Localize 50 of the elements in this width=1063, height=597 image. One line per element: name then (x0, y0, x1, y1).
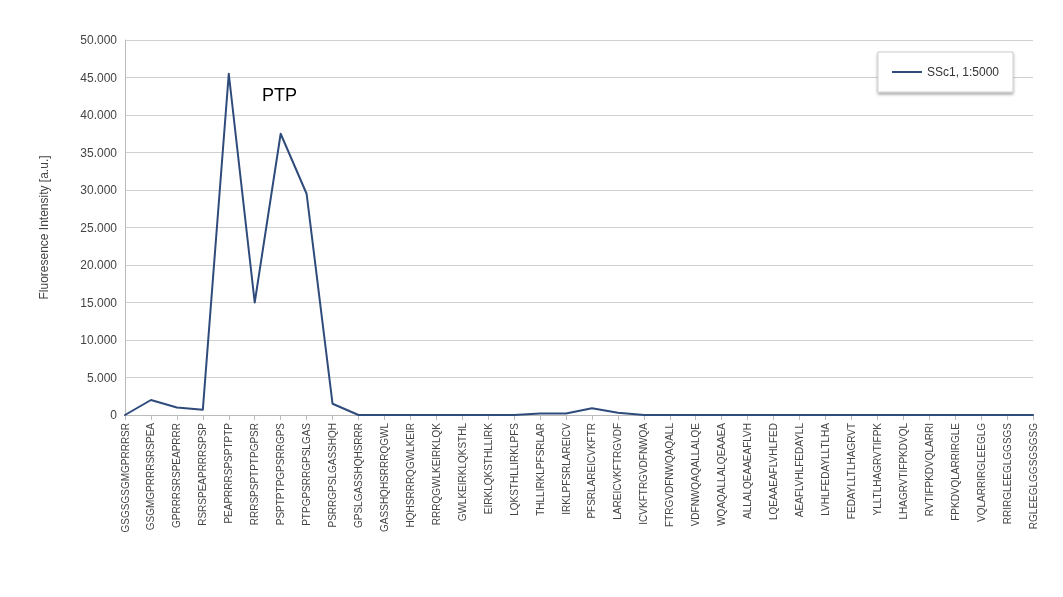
y-tick-label: 0 (110, 408, 118, 422)
y-tick-label: 30.000 (80, 183, 118, 197)
x-tick-label: PEAPRRRSPSPTPTP (223, 422, 235, 524)
y-tick-label: 40.000 (80, 108, 118, 122)
x-tick-label: ICVKFTRGVDFNWQA (638, 422, 650, 525)
y-tick-label: 35.000 (80, 145, 118, 160)
x-tick-label: LAREICVKFTRGVDF (612, 423, 624, 520)
x-tick-label: RRIRGLEEGLGGSGS (1001, 422, 1013, 525)
x-tick-label: GPSLGASSHQHSRRR (352, 423, 364, 529)
x-tick-label: RRRQGWLKEIRKLQK (430, 422, 442, 526)
x-tick-label: GSGMGPRRRSRSPEA (145, 422, 157, 531)
x-tick-label: FPKDVQLARRIRGLE (949, 422, 961, 521)
x-tick-label: VDFNWQAQALLALQE (690, 422, 702, 527)
x-tick-label: FEDAYLLTLHAGRVT (845, 423, 857, 520)
annotation: PTP (262, 85, 298, 105)
x-tick-label: YLLTLHAGRVTIFPK (871, 422, 883, 516)
x-tick-label: PSPTPTPGPSRRGPS (275, 422, 287, 526)
y-tick-label: 25.000 (80, 220, 118, 235)
y-axis-title: Fluoresence Intensity [a.u.] (37, 155, 51, 300)
x-tick-label: PFSRLAREICVKFTR (586, 423, 598, 519)
x-tick-label: FTRGVDFNWQAQALL (664, 422, 676, 527)
x-tick-label: VQLARRIRGLEEGLG (975, 422, 987, 522)
x-tick-label: PTPGPSRRGPSLGAS (301, 422, 313, 526)
legend-label: SSc1, 1:5000 (926, 65, 1000, 79)
x-tick-label: GSGSGSGMGPRRRSR (119, 423, 131, 533)
x-tick-label: THLLIRKLPFSRLAR (534, 423, 546, 516)
x-tick-label: RVTIFPKDVQLARRI (923, 423, 935, 517)
x-tick-label: AEAFLVHLFEDAYLL (794, 422, 806, 518)
x-tick-label: PSRRGPSLGASSHQH (327, 423, 339, 528)
y-tick-label: 45.000 (80, 70, 118, 85)
x-tick-label: LVHLFEDAYLLTLHA (819, 422, 831, 516)
x-tick-label: HQHSRRRQGWLKEIR (404, 423, 416, 528)
y-tick-label: 15.000 (80, 295, 118, 310)
x-tick-label: GASSHQHSRRRQGWL (378, 422, 390, 532)
x-tick-label: LHAGRVTIFPKDVQL (897, 422, 909, 520)
x-tick-label: GPRRRSRSPEAPRRR (171, 423, 183, 529)
y-tick-label: 50.000 (80, 33, 118, 47)
y-tick-label: 10.000 (80, 333, 118, 347)
x-tick-label: ALLALQEAAEAFLVH (742, 423, 754, 519)
x-tick-label: WQAQALLALQEAAEA (716, 422, 728, 526)
x-tick-label: IRKLPFSRLAREICV (560, 422, 572, 515)
x-tick-label: EIRKLQKSTHLLIRK (482, 422, 494, 515)
y-tick-label: 5.000 (86, 370, 118, 385)
y-tick-label: 20.000 (80, 258, 118, 272)
x-tick-label: RGLEEGLGGSGSGSG (1027, 422, 1039, 530)
x-tick-label: LQKSTHLLIRKLPFS (508, 422, 520, 516)
x-tick-label: LQEAAEAFLVHLFED (768, 423, 780, 521)
x-tick-label: GWLKEIRKLQKSTHL (456, 422, 468, 522)
x-tick-label: RRRSPSPTPTPGPSR (249, 423, 261, 526)
x-tick-label: RSRSPEAPRRRSPSP (197, 422, 209, 526)
